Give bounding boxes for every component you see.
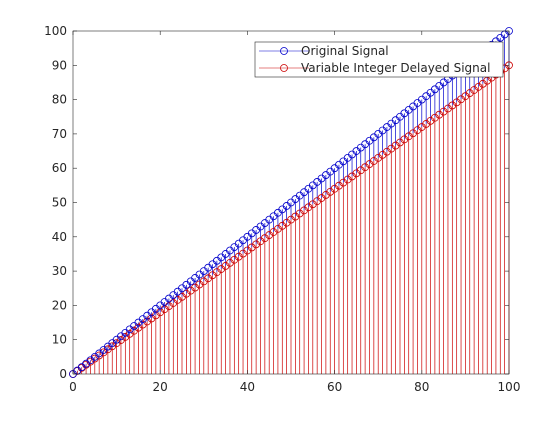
legend-marker-original <box>280 47 288 55</box>
delayed-signal-markers <box>69 61 513 378</box>
y-tick-label-6: 60 <box>52 161 67 175</box>
y-tick-label-0: 0 <box>59 367 67 381</box>
x-tick-label-3: 60 <box>327 380 342 394</box>
axes: 0 20 40 60 80 100 0 10 20 30 40 50 60 70 80 90 100 <box>44 24 520 394</box>
x-tick-label-0: 0 <box>69 380 77 394</box>
x-tick-label-5: 100 <box>498 380 521 394</box>
x-tick-label-2: 40 <box>240 380 255 394</box>
delayed-signal-stems <box>77 65 510 374</box>
legend-box <box>254 41 504 78</box>
y-tick-label-3: 30 <box>52 264 67 278</box>
legend-label-delayed: Variable Integer Delayed Signal <box>301 61 490 75</box>
y-tick-label-7: 70 <box>52 127 67 141</box>
original-signal-markers <box>69 27 513 378</box>
y-tick-label-5: 50 <box>52 196 67 210</box>
y-tick-label-2: 20 <box>52 298 67 312</box>
x-tick-label-1: 20 <box>153 380 168 394</box>
legend-label-original: Original Signal <box>301 44 389 58</box>
legend[interactable]: Original Signal Variable Integer Delayed… <box>254 41 504 78</box>
legend-marker-delayed <box>280 64 288 72</box>
x-tick-label-4: 80 <box>414 380 429 394</box>
y-tick-label-1: 10 <box>52 333 67 347</box>
y-tick-label-9: 90 <box>52 58 67 72</box>
y-tick-label-8: 80 <box>52 93 67 107</box>
y-tick-label-10: 100 <box>44 24 67 38</box>
y-tick-label-4: 40 <box>52 230 67 244</box>
